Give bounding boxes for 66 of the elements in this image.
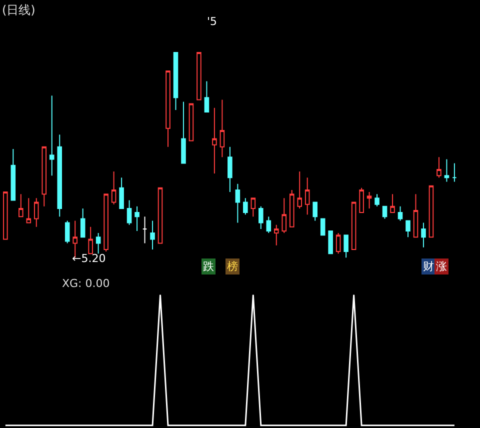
candlestick — [173, 52, 178, 110]
candlestick — [181, 101, 186, 164]
text: 涨 — [436, 260, 447, 273]
candlestick — [351, 202, 356, 250]
candlestick — [134, 206, 140, 232]
candlestick — [312, 202, 318, 222]
candlestick — [320, 218, 326, 236]
candlestick — [204, 80, 210, 113]
candlestick — [390, 194, 395, 214]
candlestick — [64, 220, 70, 244]
candlestick — [111, 171, 116, 205]
candlestick — [304, 177, 310, 216]
text: 榜 — [227, 260, 238, 273]
candlestick — [49, 95, 54, 176]
text: '5 — [207, 15, 218, 28]
candlestick — [452, 162, 457, 182]
candlestick — [142, 216, 148, 244]
candlestick — [274, 224, 279, 246]
candlestick — [406, 220, 410, 238]
candlestick — [436, 156, 442, 178]
candlestick — [297, 171, 302, 209]
text: 跌 — [203, 260, 214, 273]
candlestick — [266, 216, 272, 234]
candlestick — [150, 220, 155, 250]
candlestick — [42, 146, 47, 207]
candlestick — [366, 192, 372, 209]
candlestick — [243, 198, 248, 216]
candlestick — [34, 198, 39, 228]
candlestick — [220, 99, 225, 158]
candlestick — [3, 192, 8, 240]
candlestick — [18, 194, 24, 218]
candlestick — [344, 234, 348, 258]
chart-title: XG: 0.00 — [62, 277, 110, 290]
candlestick — [57, 134, 62, 218]
candlestick — [359, 187, 364, 214]
candlestick — [258, 206, 264, 230]
candlestick — [398, 206, 403, 222]
candlestick — [228, 146, 232, 193]
candlestick — [413, 194, 418, 238]
candlestick — [428, 185, 434, 238]
candlestick — [126, 200, 132, 226]
candlestick — [88, 226, 93, 254]
candlestick — [336, 232, 341, 254]
candlestick — [250, 198, 256, 218]
text: 财 — [423, 260, 434, 273]
chart-title: (日线) — [2, 3, 36, 17]
candlestick — [10, 148, 16, 201]
candlestick — [196, 52, 202, 100]
candlestick — [212, 107, 217, 174]
candlestick — [382, 206, 388, 220]
candlestick — [444, 158, 450, 182]
candlestick — [235, 183, 240, 224]
candlestick — [119, 177, 124, 209]
candlestick — [188, 103, 194, 142]
candlestick — [289, 189, 294, 228]
candlestick — [421, 222, 426, 248]
candlestick — [282, 198, 287, 234]
candlestick — [96, 232, 101, 254]
candlestick — [328, 230, 333, 254]
candlestick — [158, 187, 163, 244]
candlestick — [166, 70, 170, 148]
candlestick — [374, 194, 380, 207]
candlestick — [80, 208, 86, 238]
annotation: ←5.20 — [72, 252, 106, 265]
candlestick — [104, 194, 108, 252]
candlestick — [26, 198, 32, 224]
